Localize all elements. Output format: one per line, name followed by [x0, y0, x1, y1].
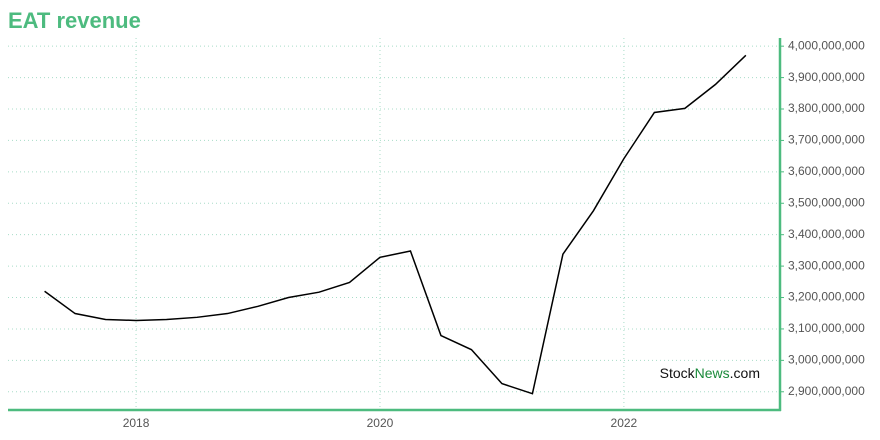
x-tick-label: 2018 [123, 416, 150, 430]
y-tick-label: 3,500,000,000 [788, 195, 865, 209]
watermark: StockNews.com [660, 365, 760, 381]
watermark-part: .com [730, 365, 760, 381]
y-tick-label: 3,400,000,000 [788, 227, 865, 241]
watermark-part: News [695, 365, 730, 381]
y-tick-label: 2,900,000,000 [788, 384, 865, 398]
y-tick-label: 3,800,000,000 [788, 101, 865, 115]
y-tick-label: 3,100,000,000 [788, 321, 865, 335]
y-tick-label: 3,600,000,000 [788, 164, 865, 178]
y-tick-label: 4,000,000,000 [788, 38, 865, 52]
watermark-part: Stock [660, 365, 696, 381]
y-tick-label: 3,000,000,000 [788, 353, 865, 367]
x-tick-label: 2022 [611, 416, 638, 430]
chart-title: EAT revenue [8, 8, 141, 33]
y-tick-label: 3,200,000,000 [788, 290, 865, 304]
y-tick-label: 3,700,000,000 [788, 133, 865, 147]
y-tick-label: 3,300,000,000 [788, 258, 865, 272]
line-series [44, 54, 747, 395]
y-tick-label: 3,900,000,000 [788, 70, 865, 84]
x-tick-label: 2020 [367, 416, 394, 430]
